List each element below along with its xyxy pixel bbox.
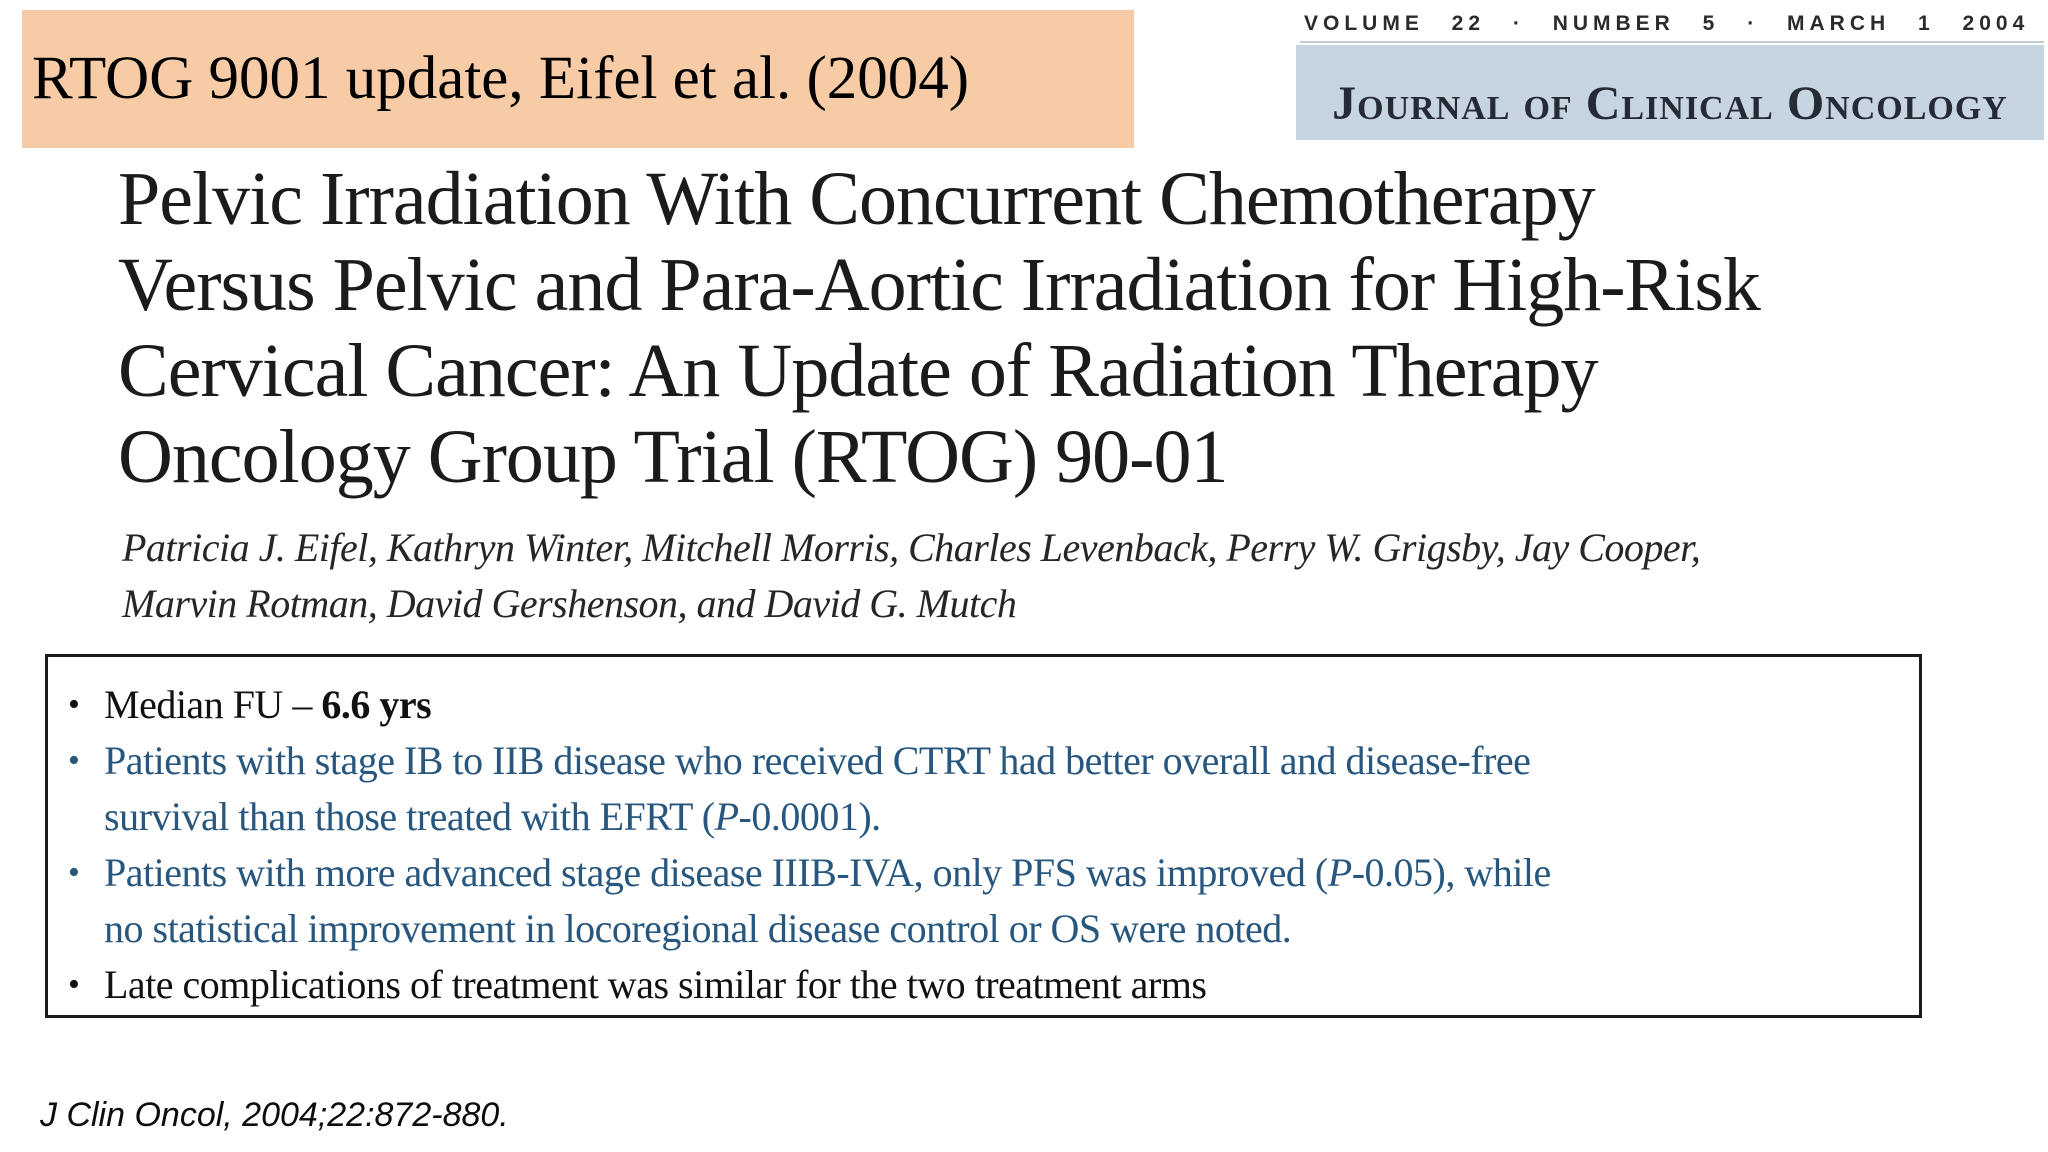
bullet-item: • Patients with stage IB to IIB disease w… bbox=[48, 733, 1919, 845]
author-line: Marvin Rotman, David Gershenson, and Dav… bbox=[122, 581, 1017, 626]
bullet-line: Median FU – 6.6 yrs bbox=[104, 682, 432, 727]
bullet-text: Median FU – 6.6 yrs bbox=[104, 677, 1919, 733]
article-title-line: Pelvic Irradiation With Concurrent Chemo… bbox=[118, 157, 1596, 241]
bullet-line: Patients with stage IB to IIB disease wh… bbox=[104, 738, 1531, 783]
journal-issue-divider bbox=[1300, 41, 2044, 43]
bullet-item: • Late complications of treatment was sim… bbox=[48, 957, 1919, 1013]
author-line: Patricia J. Eifel, Kathryn Winter, Mitch… bbox=[122, 525, 1701, 570]
summary-box: • Median FU – 6.6 yrs • Patients with stage… bbox=[45, 654, 1922, 1018]
journal-name-banner: Journal of Clinical Oncology bbox=[1296, 45, 2044, 140]
slide-title-banner: RTOG 9001 update, Eifel et al. (2004) bbox=[22, 10, 1134, 148]
journal-name-text: Journal of Clinical Oncology bbox=[1332, 77, 2008, 130]
article-title-line: Cervical Cancer: An Update of Radiation … bbox=[118, 329, 1599, 413]
bullet-marker: • bbox=[68, 854, 80, 891]
bullet-line: Patients with more advanced stage diseas… bbox=[104, 850, 1551, 895]
bullet-marker: • bbox=[68, 966, 80, 1003]
article-title-line: Versus Pelvic and Para-Aortic Irradiatio… bbox=[118, 243, 1761, 327]
bullet-text: Patients with stage IB to IIB disease wh… bbox=[104, 733, 1919, 845]
bullet-line: Late complications of treatment was simi… bbox=[104, 962, 1207, 1007]
bullet-line: survival than those treated with EFRT (P… bbox=[104, 794, 881, 839]
bullet-text: Late complications of treatment was simi… bbox=[104, 957, 1919, 1013]
bullet-marker: • bbox=[68, 742, 80, 779]
article-title: Pelvic Irradiation With Concurrent Chemo… bbox=[118, 156, 1761, 500]
bullet-text: Patients with more advanced stage diseas… bbox=[104, 845, 1919, 957]
citation-text: J Clin Oncol, 2004;22:872-880. bbox=[40, 1096, 509, 1134]
summary-box-list: • Median FU – 6.6 yrs • Patients with stage… bbox=[48, 677, 1919, 1013]
bullet-item: • Median FU – 6.6 yrs bbox=[48, 677, 1919, 733]
journal-issue-line: VOLUME 22 · NUMBER 5 · MARCH 1 2004 bbox=[1304, 12, 2030, 35]
article-title-line: Oncology Group Trial (RTOG) 90-01 bbox=[118, 415, 1228, 499]
article-authors: Patricia J. Eifel, Kathryn Winter, Mitch… bbox=[122, 520, 1701, 632]
bullet-item: • Patients with more advanced stage disea… bbox=[48, 845, 1919, 957]
bullet-line: no statistical improvement in locoregion… bbox=[104, 906, 1292, 951]
slide-title-text: RTOG 9001 update, Eifel et al. (2004) bbox=[32, 45, 970, 112]
bullet-marker: • bbox=[68, 686, 80, 723]
